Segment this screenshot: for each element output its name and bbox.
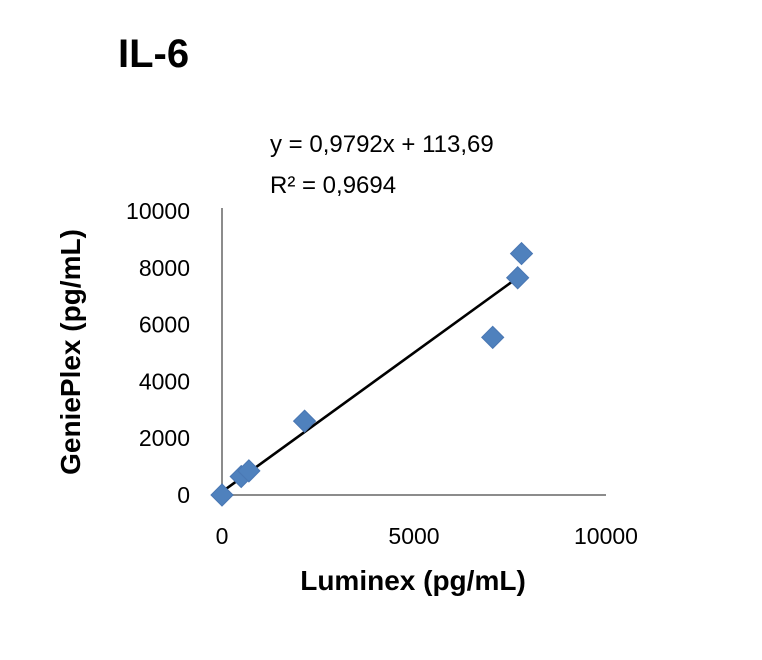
y-tick-label: 6000 (139, 312, 190, 338)
x-tick-labels: 0 5000 10000 (216, 523, 638, 549)
data-point (292, 409, 317, 433)
y-tick-label: 8000 (139, 255, 190, 281)
data-points (210, 241, 534, 507)
trendline-equation: y = 0,9792x + 113,69 (270, 131, 494, 158)
trendline-r-squared: R² = 0,9694 (270, 172, 396, 199)
data-point (237, 459, 261, 483)
y-tick-labels: 0 2000 4000 6000 8000 10000 (126, 198, 190, 508)
data-point (481, 325, 505, 350)
y-tick-label: 4000 (139, 368, 190, 394)
y-tick-label: 10000 (126, 198, 190, 224)
x-tick-label: 10000 (574, 523, 638, 549)
chart-title: IL-6 (118, 32, 189, 76)
x-tick-label: 0 (216, 523, 229, 549)
x-axis-title: Luminex (pg/mL) (300, 565, 526, 596)
y-axis-title: GeniePlex (pg/mL) (55, 229, 86, 475)
data-point (210, 483, 234, 507)
y-tick-label: 2000 (139, 425, 190, 451)
x-tick-label: 5000 (388, 523, 439, 549)
data-point (505, 266, 530, 290)
trendline (221, 273, 523, 493)
y-tick-label: 0 (177, 482, 190, 508)
data-point (509, 241, 534, 266)
